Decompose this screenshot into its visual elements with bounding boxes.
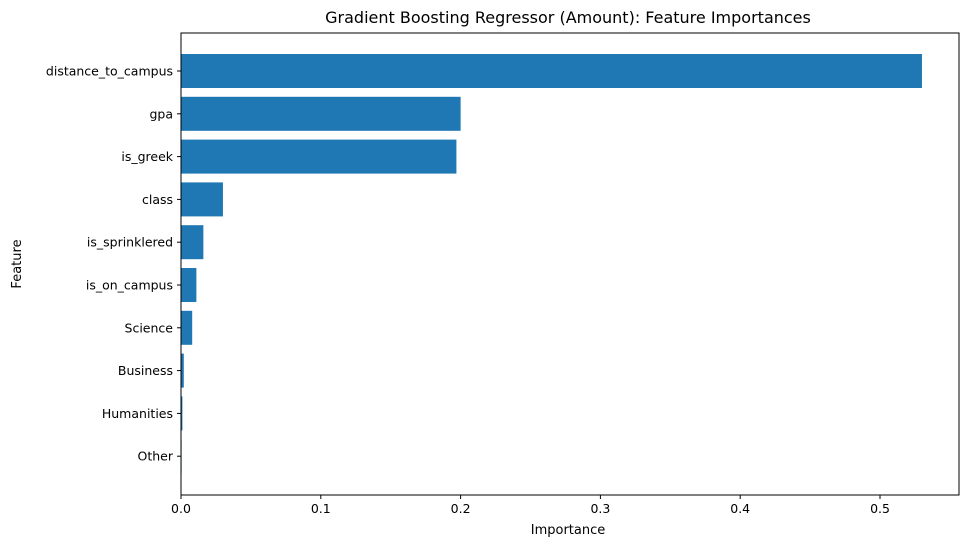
chart-title: Gradient Boosting Regressor (Amount): Fe… [325, 8, 811, 27]
bar-distance-to-campus [181, 54, 922, 88]
bar-business [181, 353, 184, 388]
x-tick-label: 0.5 [870, 501, 890, 516]
y-tick-label: Other [138, 449, 174, 464]
bar-is-greek [181, 139, 457, 174]
bars-group [181, 54, 922, 474]
x-tick-label: 0.4 [730, 501, 750, 516]
x-tick-label: 0.2 [451, 501, 471, 516]
y-tick-label: is_on_campus [86, 278, 173, 293]
bar-is-sprinklered [181, 225, 204, 260]
bar-is-on-campus [181, 268, 197, 302]
y-tick-label: is_greek [121, 149, 173, 164]
x-axis-title: Importance [531, 523, 606, 538]
y-axis-title: Feature [10, 239, 25, 288]
bar-science [181, 310, 193, 345]
x-axis-ticks: 0.0 0.1 0.2 0.3 0.4 0.5 [171, 495, 890, 516]
y-tick-label: Science [125, 320, 174, 335]
x-tick-label: 0.3 [590, 501, 610, 516]
plot-frame [180, 32, 960, 496]
bar-gpa [181, 96, 461, 131]
bar-class [181, 182, 223, 217]
y-tick-label: class [142, 192, 173, 207]
y-tick-label: Business [118, 363, 173, 378]
x-tick-label: 0.1 [311, 501, 331, 516]
y-tick-label: gpa [149, 106, 173, 121]
bar-humanities [181, 396, 183, 431]
y-tick-label: is_sprinklered [87, 235, 173, 250]
y-tick-label: distance_to_campus [46, 64, 173, 79]
y-tick-label: Humanities [102, 406, 173, 421]
x-tick-label: 0.0 [171, 501, 191, 516]
